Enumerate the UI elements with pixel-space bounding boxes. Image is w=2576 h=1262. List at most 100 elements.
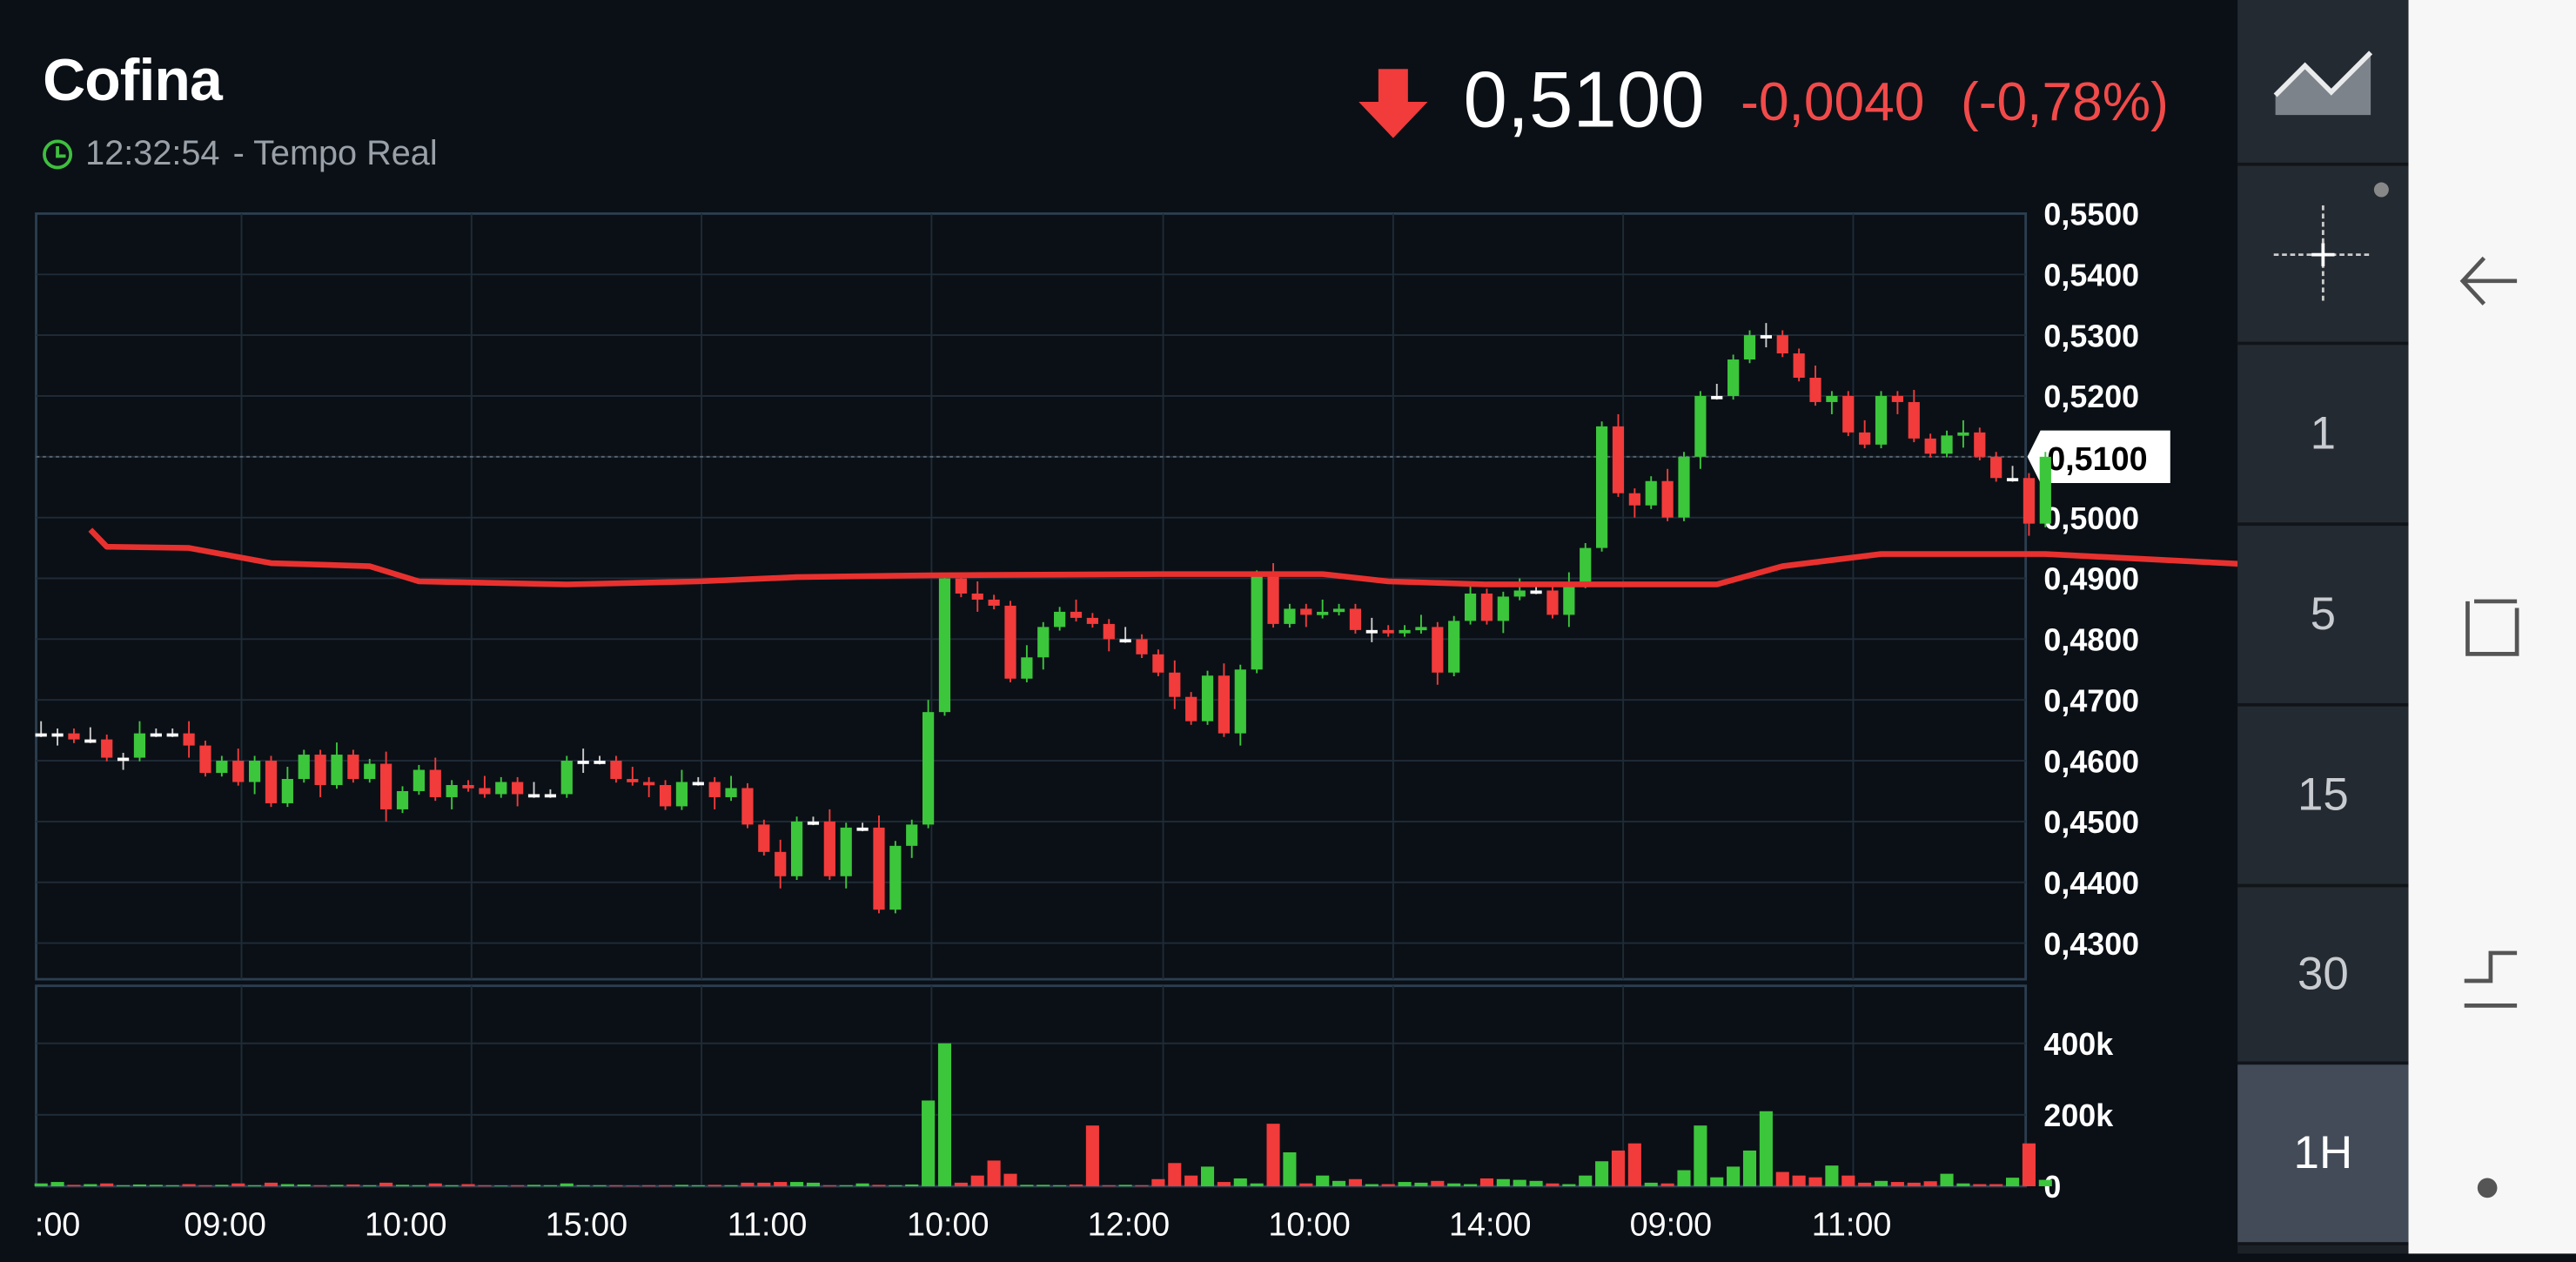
- volume-bar: [445, 1185, 459, 1186]
- candle: [560, 761, 573, 795]
- candle: [331, 755, 343, 785]
- volume-bar: [1677, 1170, 1691, 1186]
- timeframe-5[interactable]: 5: [2237, 526, 2409, 707]
- volume-bar: [1348, 1178, 1362, 1186]
- candle: [84, 739, 97, 743]
- volume-bar: [1841, 1175, 1855, 1186]
- volume-bar: [1200, 1166, 1215, 1186]
- volume-bar: [231, 1183, 245, 1186]
- candle: [1908, 401, 1920, 439]
- volume-bar: [2038, 1179, 2052, 1186]
- candle: [150, 733, 162, 737]
- volume-bar: [576, 1185, 590, 1186]
- candle: [1580, 547, 1592, 585]
- volume-bar: [1069, 1184, 1083, 1186]
- home-back-icon[interactable]: [2464, 950, 2518, 1008]
- candle: [249, 761, 261, 782]
- y-tick-label: 0,5200: [2043, 379, 2139, 414]
- volume-bar: [50, 1182, 64, 1186]
- volume-bar: [1825, 1165, 1839, 1186]
- volume-bar: [1233, 1178, 1247, 1186]
- candle: [1859, 432, 1871, 445]
- volume-bar: [790, 1182, 804, 1186]
- candle: [1546, 590, 1559, 615]
- candle: [1990, 456, 2002, 479]
- x-tick-label: 10:00: [365, 1206, 446, 1243]
- candle: [906, 824, 918, 846]
- x-tick-label: 12:00: [1088, 1206, 1170, 1243]
- candle: [1234, 669, 1246, 734]
- volume-bar: [1907, 1182, 1921, 1186]
- volume-bar: [1660, 1183, 1674, 1186]
- candle: [117, 757, 130, 762]
- volume-bar: [198, 1185, 212, 1186]
- timeframe-1h[interactable]: 1H: [2237, 1064, 2409, 1245]
- candle: [1793, 353, 1805, 379]
- volume-bar: [1036, 1185, 1050, 1186]
- candle: [1711, 395, 1723, 399]
- candle: [1218, 675, 1231, 734]
- volume-bar: [1579, 1175, 1593, 1186]
- volume-bar: [1431, 1180, 1445, 1186]
- candle: [347, 755, 359, 780]
- candle: [692, 782, 704, 786]
- volume-bar: [1479, 1178, 1494, 1186]
- volume-bar: [609, 1185, 623, 1186]
- candle: [101, 739, 113, 758]
- crosshair-button[interactable]: [2237, 165, 2409, 346]
- last-price-label: 0,5100: [2047, 440, 2147, 477]
- candle: [1595, 426, 1608, 548]
- y-tick-label: 0,4600: [2043, 744, 2139, 779]
- recent-apps-icon[interactable]: [2465, 599, 2519, 656]
- candle: [790, 821, 803, 876]
- x-tick-label: 09:00: [184, 1206, 265, 1243]
- volume-bar: [379, 1182, 393, 1186]
- candle: [1119, 639, 1131, 643]
- timeframe-30[interactable]: 30: [2237, 887, 2409, 1065]
- volume-bar: [937, 1043, 952, 1186]
- volume-tick-label: 200k: [2043, 1098, 2113, 1133]
- volume-bar: [1611, 1150, 1626, 1186]
- volume-bar: [724, 1185, 738, 1186]
- back-icon[interactable]: [2459, 256, 2518, 305]
- volume-bar: [1513, 1179, 1526, 1186]
- volume-bar: [395, 1185, 410, 1186]
- candle: [314, 755, 326, 785]
- volume-bar: [1858, 1182, 1872, 1186]
- candle: [627, 779, 639, 782]
- volume-bar: [642, 1185, 656, 1186]
- candle: [1432, 627, 1444, 673]
- volume-bar: [1135, 1185, 1149, 1186]
- y-tick-label: 0,4500: [2043, 805, 2139, 840]
- volume-bar: [806, 1182, 821, 1186]
- candle: [479, 788, 491, 795]
- chart-type-button[interactable]: [2237, 0, 2409, 166]
- candle: [1760, 335, 1772, 339]
- volume-bar: [922, 1100, 936, 1186]
- candle: [1251, 575, 1263, 670]
- volume-bar: [84, 1184, 97, 1186]
- volume-bar: [527, 1185, 541, 1186]
- candle: [955, 578, 967, 594]
- candle: [1480, 593, 1493, 621]
- volume-bar: [280, 1184, 294, 1186]
- volume-bar: [2006, 1178, 2020, 1186]
- candle: [1727, 359, 1740, 396]
- candle: [1054, 611, 1066, 628]
- candle: [1317, 611, 1329, 615]
- timeframe-15[interactable]: 15: [2237, 706, 2409, 888]
- candle: [1152, 654, 1164, 673]
- volume-bar: [889, 1185, 902, 1186]
- system-navigation-bar: [2408, 0, 2576, 1254]
- candle: [758, 824, 770, 852]
- nav-dot-icon[interactable]: [2477, 1178, 2498, 1198]
- volume-bar: [363, 1185, 377, 1186]
- timeframe-1[interactable]: 1: [2237, 345, 2409, 527]
- volume-bar: [428, 1183, 442, 1186]
- volume-bar: [1874, 1180, 1888, 1186]
- candle: [1875, 395, 1888, 445]
- volume-bar: [1923, 1181, 1937, 1186]
- price-panel-border: [35, 211, 2028, 981]
- volume-bar: [691, 1185, 705, 1186]
